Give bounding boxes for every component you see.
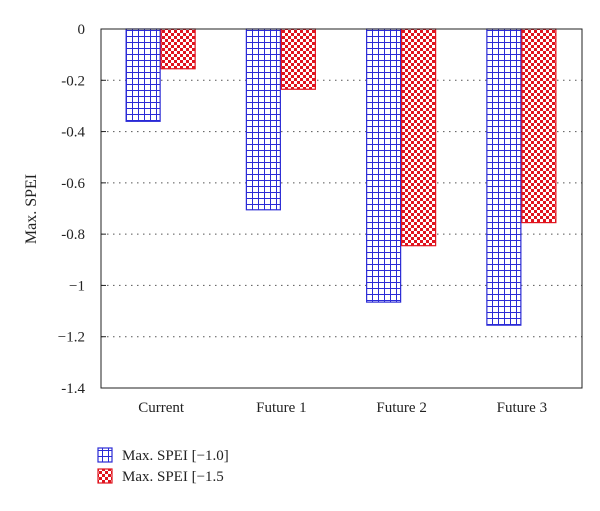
x-tick-label: Current [138, 400, 185, 416]
legend: Max. SPEI [−1.0] Max. SPEI [−1.5 [97, 447, 229, 485]
legend-label: Max. SPEI [−1.5 [122, 469, 224, 485]
y-tick-label: −1.2 [58, 330, 85, 346]
y-tick-label: -0.6 [61, 176, 85, 192]
x-tick-label: Future 1 [256, 400, 306, 416]
bar-spei-1-5-0 [160, 28, 196, 70]
y-tick-label: -0.2 [61, 73, 85, 89]
bar-spei-1-0-2 [366, 28, 402, 303]
y-tick-label: -0.8 [61, 227, 85, 243]
x-tick-label: Future 2 [376, 400, 426, 416]
bar-spei-1-0-1 [245, 28, 281, 211]
x-tick-label: Future 3 [497, 400, 547, 416]
bar-spei-1-5-2 [401, 28, 437, 247]
bar-spei-1-0-3 [486, 28, 522, 326]
x-axis: Current Future 1 Future 2 Future 3 [138, 400, 547, 416]
bars [125, 28, 557, 326]
bar-spei-1-5-3 [521, 28, 557, 224]
bar-spei-1-0-0 [125, 28, 161, 122]
legend-swatch [97, 447, 113, 463]
y-tick-label: -1.4 [61, 381, 85, 397]
y-tick-label: -0.4 [61, 125, 85, 141]
legend-label: Max. SPEI [−1.0] [122, 448, 229, 464]
plot-frame [100, 28, 583, 389]
gridlines [101, 79, 582, 338]
y-tick-label: 0 [78, 22, 86, 38]
y-axis-title: Max. SPEI [23, 174, 40, 244]
y-tick-label: −1 [69, 278, 85, 294]
bar-spei-1-5-1 [280, 28, 316, 90]
y-axis: 0 -0.2 -0.4 -0.6 -0.8 −1 −1.2 -1.4 [58, 22, 106, 397]
legend-swatch [97, 468, 113, 484]
